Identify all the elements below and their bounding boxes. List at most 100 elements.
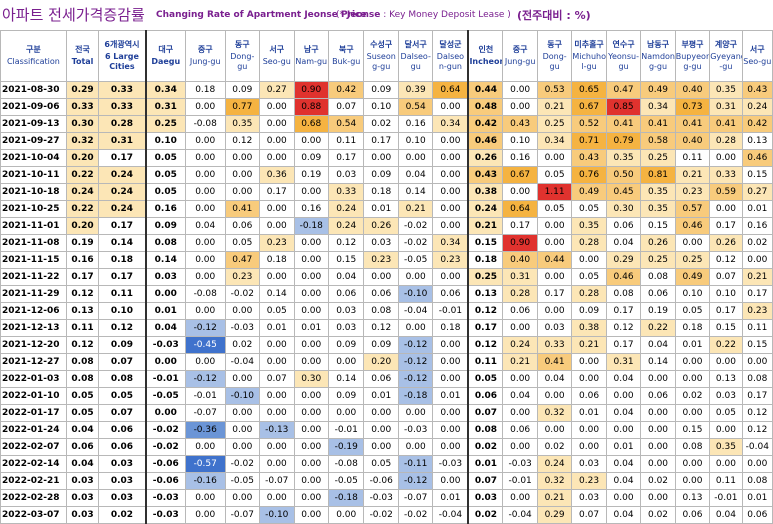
rate-cell: 0.35 <box>640 200 676 218</box>
rate-cell: 0.44 <box>536 251 573 269</box>
rate-cell: 0.00 <box>293 251 329 269</box>
rate-cell: 0.11 <box>709 472 743 490</box>
rate-cell: 0.15 <box>674 421 711 439</box>
header-col-ko: 서구 <box>269 45 285 54</box>
header-col-en: Namdon g-gu <box>641 52 676 71</box>
rate-cell: -0.01 <box>709 489 743 507</box>
rate-cell: -0.18 <box>293 217 329 235</box>
rate-cell: 0.41 <box>224 200 261 218</box>
header-col-ko: 6개광역시 <box>104 40 140 49</box>
rate-cell: 0.07 <box>259 370 295 388</box>
rate-cell: 0.00 <box>502 438 538 456</box>
rate-cell: 0.00 <box>259 98 295 116</box>
rate-cell: 0.12 <box>65 336 100 354</box>
header-col-ko: 미추홀구 <box>574 40 604 49</box>
rate-cell: 0.26 <box>467 149 504 167</box>
rate-cell: 0.00 <box>293 336 329 354</box>
rate-cell: -0.02 <box>397 217 434 235</box>
rate-cell: 0.43 <box>741 81 773 99</box>
rate-cell: 0.32 <box>536 472 573 490</box>
rate-cell: 0.03 <box>327 166 365 184</box>
rate-cell: 0.31 <box>144 98 186 116</box>
rate-cell: -0.05 <box>144 387 186 405</box>
table-row: 2021-12-27 0.08 0.07 0.00 0.00 -0.04 0.00 0.00 0… <box>0 353 773 371</box>
rate-cell: 0.28 <box>502 285 538 303</box>
rate-cell: 0.17 <box>98 268 147 286</box>
rate-cell: -0.04 <box>224 353 261 371</box>
rate-cell: 0.09 <box>293 149 329 167</box>
rate-cell: 0.17 <box>259 183 295 201</box>
rate-cell: 0.09 <box>224 81 261 99</box>
rate-cell: 0.07 <box>571 506 607 524</box>
rate-cell: 0.00 <box>327 404 365 422</box>
rate-cell: 0.24 <box>98 183 147 201</box>
rate-cell: 0.00 <box>224 370 261 388</box>
rate-cell: 0.04 <box>536 370 573 388</box>
rate-cell: 0.40 <box>674 81 711 99</box>
row-date: 2021-12-27 <box>0 353 67 371</box>
rate-cell: 0.21 <box>536 98 573 116</box>
rate-cell: -0.03 <box>144 489 186 507</box>
rate-cell: 0.14 <box>144 251 186 269</box>
rate-cell: 0.05 <box>65 387 100 405</box>
rate-cell: 0.26 <box>363 217 399 235</box>
rate-cell: 0.18 <box>467 251 504 269</box>
rate-cell: 0.00 <box>536 268 573 286</box>
rate-cell: 0.05 <box>467 370 504 388</box>
rate-cell: 0.11 <box>674 149 711 167</box>
rate-cell: 0.00 <box>502 404 538 422</box>
table-row: 2021-08-30 0.29 0.33 0.34 0.18 0.09 0.27 0.90 0.… <box>0 81 773 99</box>
rate-cell: 0.05 <box>536 200 573 218</box>
rate-cell: 0.00 <box>293 438 329 456</box>
table-header: 구분 Classification 전국 Total 6개광역시 6 Large Ci… <box>0 30 773 82</box>
rate-cell: 0.76 <box>571 166 607 184</box>
rate-cell: 0.23 <box>259 234 295 252</box>
rate-cell: 0.17 <box>327 149 365 167</box>
rate-cell: 0.01 <box>571 404 607 422</box>
rate-cell: -0.10 <box>259 506 295 524</box>
rate-cell: 0.00 <box>184 234 226 252</box>
rate-cell: 0.01 <box>741 489 773 507</box>
rate-cell: 0.00 <box>184 200 226 218</box>
rate-cell: 0.40 <box>502 251 538 269</box>
rate-cell: 0.00 <box>605 421 642 439</box>
rate-cell: -0.12 <box>397 336 434 354</box>
rate-cell: 0.35 <box>709 81 743 99</box>
rate-cell: -0.10 <box>224 387 261 405</box>
rate-cell: 0.00 <box>293 489 329 507</box>
rate-cell: -0.04 <box>741 438 773 456</box>
rate-cell: 0.04 <box>327 268 365 286</box>
rate-cell: 0.38 <box>467 183 504 201</box>
rate-cell: 0.10 <box>674 285 711 303</box>
rate-cell: 0.13 <box>674 489 711 507</box>
rate-cell: 0.07 <box>709 268 743 286</box>
rate-cell: 0.17 <box>98 217 147 235</box>
table-row: 2021-11-22 0.17 0.17 0.03 0.00 0.23 0.00 0.00 0.… <box>0 268 773 286</box>
rate-cell: 0.07 <box>327 98 365 116</box>
rate-cell: 0.15 <box>709 319 743 337</box>
rate-cell: 0.30 <box>65 115 100 133</box>
header-col-ko: 남동구 <box>646 40 670 49</box>
rate-cell: 0.00 <box>674 455 711 473</box>
rate-cell: 0.15 <box>327 251 365 269</box>
rate-cell: 0.00 <box>397 438 434 456</box>
rate-cell: 0.06 <box>363 285 399 303</box>
header-col-en: Gyeyang -gu <box>710 52 741 71</box>
row-date: 2021-12-20 <box>0 336 67 354</box>
rate-cell: 0.03 <box>467 489 504 507</box>
row-date: 2022-02-07 <box>0 438 67 456</box>
rate-cell: 0.23 <box>432 251 469 269</box>
rate-cell: 0.11 <box>65 319 100 337</box>
rate-cell: 0.32 <box>65 132 100 150</box>
rate-cell: 0.00 <box>640 404 676 422</box>
rate-cell: 0.04 <box>65 455 100 473</box>
row-date: 2021-10-04 <box>0 149 67 167</box>
rate-cell: 0.00 <box>397 319 434 337</box>
rate-cell: 0.12 <box>224 132 261 150</box>
rate-cell: 0.00 <box>432 472 469 490</box>
row-date: 2021-11-08 <box>0 234 67 252</box>
title-bar: 아파트 전세가격증감률 Changing Rate of Apartment J… <box>0 0 773 30</box>
rate-cell: 0.00 <box>709 149 743 167</box>
rate-cell: 0.00 <box>432 183 469 201</box>
